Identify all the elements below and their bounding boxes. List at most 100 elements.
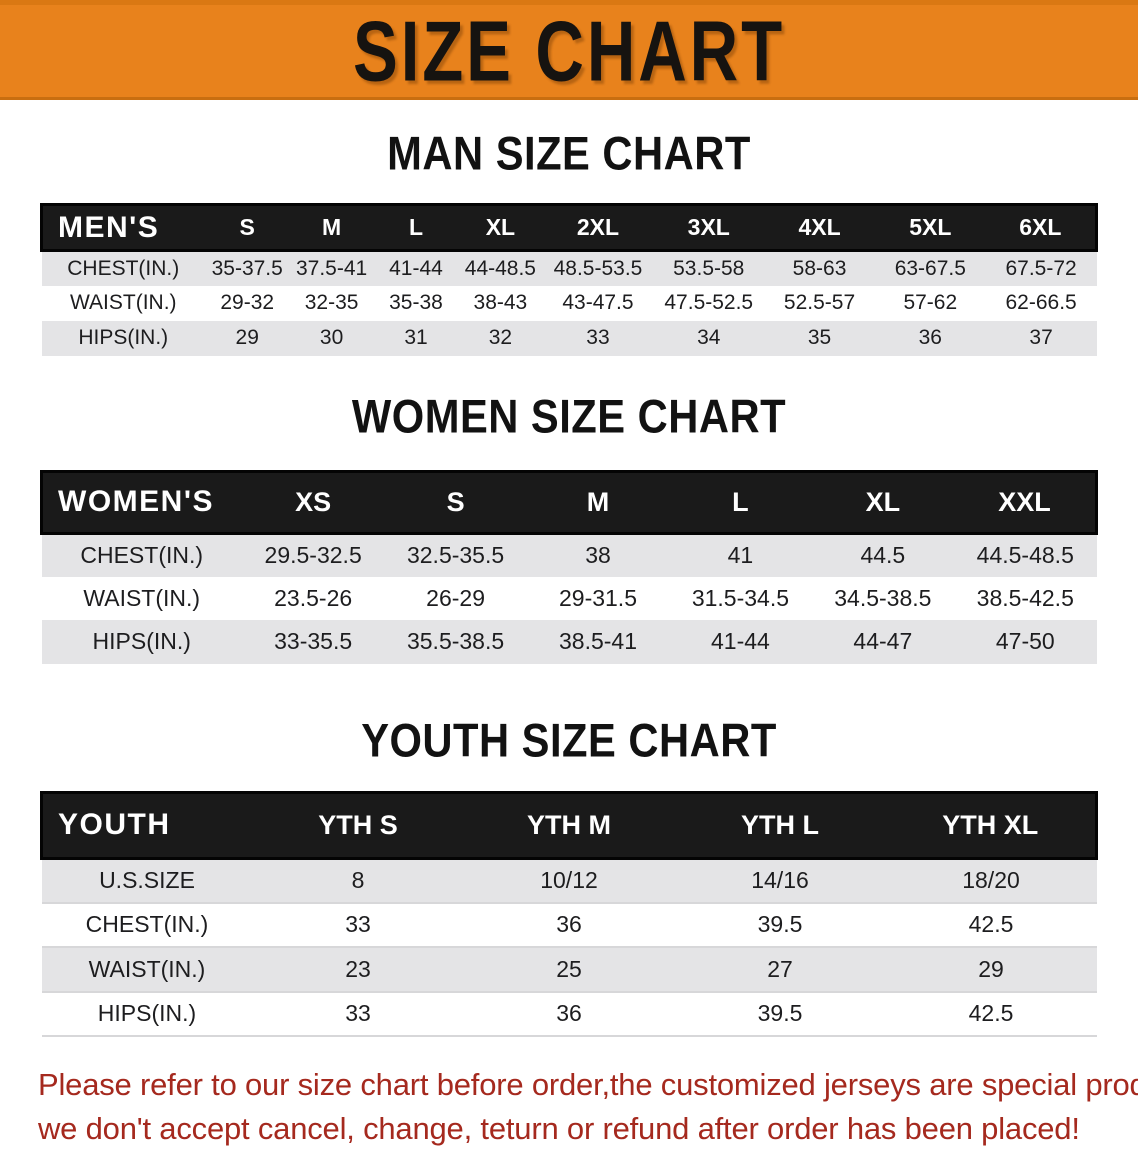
row-label: CHEST(IN.): [67, 256, 180, 280]
size-cell: 29-32: [220, 291, 275, 314]
column-header: YTH XL: [885, 790, 1098, 860]
column-header: S: [205, 203, 290, 252]
size-cell: 8: [351, 867, 365, 893]
size-cell: 36: [556, 1000, 582, 1027]
youth-section-heading: YOUTH SIZE CHART: [361, 714, 777, 767]
size-cell: 44-47: [853, 628, 913, 655]
column-header: L: [373, 203, 459, 252]
size-cell: 39.5: [757, 911, 803, 938]
size-cell: 35: [807, 326, 832, 349]
size-cell: 35-38: [389, 291, 443, 314]
column-header: XXL: [954, 469, 1099, 535]
size-cell: 38-43: [473, 291, 528, 314]
size-cell: 41-44: [711, 628, 770, 655]
row-label: WAIST(IN.): [88, 955, 206, 982]
size-cell: 32: [488, 326, 513, 349]
row-label: CHEST(IN.): [85, 911, 209, 938]
column-header: S: [384, 469, 527, 535]
size-cell: 26-29: [426, 584, 485, 611]
size-cell: 38.5-41: [558, 628, 637, 655]
size-cell: 36: [556, 911, 582, 938]
size-cell: 37.5-41: [295, 256, 368, 280]
size-cell: 39.5: [757, 1000, 803, 1027]
size-chart-banner: SIZE CHART: [0, 0, 1138, 100]
disclaimer-line-1: Please refer to our size chart before or…: [38, 1067, 1138, 1102]
size-cell: 29.5-32.5: [264, 542, 362, 568]
size-cell: 43-47.5: [562, 291, 634, 314]
size-cell: 30: [319, 326, 344, 349]
size-cell: 14/16: [751, 867, 809, 893]
size-cell: 44-48.5: [464, 256, 536, 280]
size-cell: 29-31.5: [558, 584, 637, 611]
column-header: M: [526, 469, 670, 535]
column-header: 3XL: [653, 203, 765, 252]
column-header: 2XL: [542, 203, 654, 252]
size-cell: 33: [345, 1000, 371, 1027]
column-header: XL: [811, 469, 955, 535]
size-cell: 42.5: [968, 1000, 1014, 1027]
column-header: L: [669, 469, 812, 535]
size-cell: 62-66.5: [1005, 291, 1077, 314]
women-section-heading: WOMEN SIZE CHART: [351, 390, 787, 443]
size-cell: 47-50: [995, 628, 1055, 655]
column-header: YTH M: [463, 790, 675, 860]
disclaimer-line-2: we don't accept cancel, change, teturn o…: [38, 1111, 1080, 1147]
column-header: YTH S: [252, 790, 464, 860]
column-header: 4XL: [764, 203, 875, 252]
size-cell: 52.5-57: [783, 291, 856, 314]
column-header: YTH L: [674, 790, 886, 860]
men-size-table: MEN'S S M L XL 2XL 3XL 4XL 5XL 6XL CHEST(IN.) 35-37…: [40, 203, 1098, 356]
disclaimer-note: Please refer to our size chart before or…: [38, 1063, 1138, 1151]
size-cell: 38.5-42.5: [976, 584, 1074, 611]
size-cell: 33: [345, 911, 371, 938]
size-cell: 38: [585, 542, 611, 568]
size-cell: 44.5: [860, 542, 906, 568]
size-cell: 48.5-53.5: [553, 256, 643, 280]
size-cell: 23: [345, 955, 371, 982]
row-label: WAIST(IN.): [83, 584, 201, 611]
size-cell: 33: [586, 326, 610, 349]
row-label: HIPS(IN.): [92, 628, 191, 655]
size-cell: 67.5-72: [1005, 256, 1077, 280]
women-size-table: WOMEN'S XS S M L XL XXL CHEST(IN.) 29.5-32.5 32.5…: [39, 469, 1099, 664]
size-cell: 37: [1029, 326, 1053, 349]
size-cell: 25: [556, 955, 582, 982]
page-title: SIZE CHART: [353, 3, 785, 99]
size-cell: 18/20: [962, 867, 1020, 893]
table-title: YOUTH: [40, 790, 253, 860]
size-cell: 29: [235, 326, 259, 349]
size-cell: 41: [727, 542, 754, 568]
row-label: CHEST(IN.): [80, 542, 204, 568]
size-cell: 31: [404, 326, 428, 349]
size-cell: 33-35.5: [274, 628, 353, 655]
column-header: 5XL: [874, 203, 986, 252]
size-cell: 10/12: [540, 867, 598, 893]
section-women: WOMEN SIZE CHART WOMEN'S XS S M L XL XXL CHEST(…: [0, 390, 1138, 664]
row-label: U.S.SIZE: [99, 867, 195, 893]
row-label: WAIST(IN.): [69, 291, 177, 314]
section-youth: YOUTH SIZE CHART YOUTH YTH S YTH M YTH L YTH…: [0, 714, 1138, 1038]
size-cell: 34.5-38.5: [834, 584, 932, 611]
size-cell: 34: [697, 326, 721, 349]
row-label: HIPS(IN.): [97, 1000, 197, 1027]
men-section-heading: MAN SIZE CHART: [387, 127, 751, 181]
size-cell: 27: [767, 955, 793, 982]
table-title: MEN'S: [40, 203, 206, 252]
column-header: M: [289, 203, 374, 252]
column-header: XS: [241, 469, 385, 535]
size-cell: 35.5-38.5: [406, 628, 505, 655]
size-cell: 31.5-34.5: [691, 584, 790, 611]
size-cell: 29: [978, 955, 1004, 982]
row-label: HIPS(IN.): [78, 326, 169, 349]
table-title: WOMEN'S: [39, 469, 242, 535]
size-cell: 57-62: [903, 291, 958, 314]
size-chart-content: MAN SIZE CHART MEN'S S M L XL 2XL 3XL 4XL 5XL 6XL…: [0, 127, 1138, 1038]
size-cell: 58-63: [792, 256, 847, 280]
size-cell: 42.5: [968, 911, 1014, 938]
size-cell: 63-67.5: [894, 256, 966, 280]
size-cell: 36: [918, 326, 942, 349]
column-header: XL: [458, 203, 543, 252]
size-cell: 41-44: [389, 256, 443, 280]
size-cell: 32-35: [304, 291, 359, 314]
size-cell: 47.5-52.5: [664, 291, 754, 314]
